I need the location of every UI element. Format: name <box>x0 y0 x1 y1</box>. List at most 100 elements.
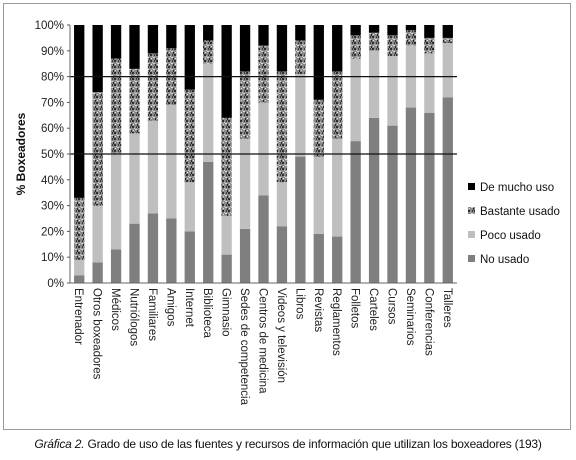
y-tick-label: 40% <box>41 175 64 187</box>
bar-segment-de-mucho-uso <box>74 25 85 198</box>
x-category-label: Revistas <box>312 288 324 332</box>
bar-segment-no-usado <box>442 97 453 284</box>
bar-segment-poco-usado <box>350 58 361 142</box>
y-tick-label: 10% <box>41 252 64 264</box>
bar-segment-de-mucho-uso <box>92 25 103 93</box>
y-tick-label: 30% <box>41 201 64 213</box>
y-tick-label: 90% <box>41 46 64 58</box>
bar-segment-poco-usado <box>258 102 269 196</box>
bar-segment-no-usado <box>166 218 177 283</box>
bar-segment-de-mucho-uso <box>405 25 417 31</box>
bar-segment-no-usado <box>276 226 288 283</box>
bar-segment-de-mucho-uso <box>166 25 177 49</box>
x-category-label: Conferencias <box>422 288 434 356</box>
bar-segment-poco-usado <box>295 74 306 157</box>
legend-swatch <box>468 231 475 238</box>
bar-segment-poco-usado <box>147 120 159 214</box>
bar-segment-no-usado <box>295 156 306 283</box>
bar-segment-no-usado <box>221 254 232 283</box>
legend-swatch <box>468 207 475 214</box>
x-category-label: Otros boxeadores <box>91 288 103 380</box>
bar-segment-bastante-usado <box>110 58 122 154</box>
bar-segment-bastante-usado <box>387 35 398 56</box>
bar-segment-bastante-usado <box>276 71 288 183</box>
bar-segment-poco-usado <box>276 182 288 227</box>
y-tick-label: 100% <box>35 20 64 32</box>
bar-segment-de-mucho-uso <box>295 25 306 41</box>
x-category-label: Cursos <box>386 288 398 325</box>
x-category-label: Folletos <box>349 288 361 329</box>
y-tick-label: 0% <box>47 278 64 290</box>
bar-segment-de-mucho-uso <box>221 25 232 118</box>
bar-segment-no-usado <box>184 231 195 283</box>
x-category-label: Amigos <box>164 288 176 327</box>
bar-segment-bastante-usado <box>258 45 269 103</box>
y-axis-title: % Boxeadores <box>14 112 28 195</box>
bar-segment-poco-usado <box>221 215 232 255</box>
bar-segment-bastante-usado <box>350 35 361 59</box>
bar-segment-bastante-usado <box>184 89 195 183</box>
bar-segment-no-usado <box>387 125 398 284</box>
bar-segment-no-usado <box>239 228 251 283</box>
bar-segment-bastante-usado <box>221 117 232 216</box>
bar-segment-poco-usado <box>203 63 214 162</box>
legend-label: No usado <box>480 254 529 266</box>
bar-segment-poco-usado <box>332 138 343 237</box>
bar-segment-no-usado <box>350 141 361 283</box>
bar-segment-no-usado <box>368 117 380 283</box>
bar-segment-bastante-usado <box>203 40 214 64</box>
bar-segment-bastante-usado <box>424 37 435 54</box>
bar-segment-de-mucho-uso <box>424 25 435 38</box>
figure-caption: Gráfica 2. Grado de uso de las fuentes y… <box>0 437 576 451</box>
bar-segment-no-usado <box>313 233 324 283</box>
bar-segment-no-usado <box>424 112 435 283</box>
bar-segment-poco-usado <box>239 138 251 229</box>
bar-segment-de-mucho-uso <box>239 25 251 72</box>
bar-segment-no-usado <box>258 195 269 283</box>
bar-segment-no-usado <box>92 262 103 283</box>
bar-segment-de-mucho-uso <box>129 25 140 69</box>
x-category-label: Internet <box>183 288 195 328</box>
bar-segment-poco-usado <box>313 156 324 234</box>
bar-segment-no-usado <box>405 107 417 283</box>
bar-segment-bastante-usado <box>147 53 159 121</box>
bar-segment-bastante-usado <box>295 40 306 75</box>
bar-segment-bastante-usado <box>92 92 103 206</box>
x-category-label: Libros <box>293 288 305 320</box>
caption-text: Grado de uso de las fuentes y recursos d… <box>84 437 542 451</box>
bar-segment-de-mucho-uso <box>147 25 159 54</box>
y-tick-label: 80% <box>41 72 64 84</box>
bar-segment-poco-usado <box>74 259 85 276</box>
x-category-label: Familiares <box>146 288 158 341</box>
x-category-label: Entrenador <box>72 288 84 345</box>
bar-segment-bastante-usado <box>129 68 140 134</box>
bar-segment-de-mucho-uso <box>387 25 398 36</box>
bar-segment-de-mucho-uso <box>203 25 214 41</box>
bar-segment-poco-usado <box>166 104 177 219</box>
bar-segment-de-mucho-uso <box>258 25 269 46</box>
bar-segment-bastante-usado <box>313 99 324 157</box>
y-tick-label: 70% <box>41 97 64 109</box>
bar-segment-bastante-usado <box>239 71 251 139</box>
bar-segment-de-mucho-uso <box>350 25 361 36</box>
legend-label: Poco usado <box>480 230 541 242</box>
bar-segment-de-mucho-uso <box>332 25 343 72</box>
x-category-label: Médicos <box>109 288 121 331</box>
x-category-label: Seminarios <box>404 288 416 346</box>
bar-segment-no-usado <box>332 236 343 283</box>
legend-label: De mucho uso <box>480 182 554 194</box>
bar-segment-no-usado <box>203 161 214 283</box>
stacked-bar-chart: % Boxeadores 0% 10% 20% 30% 40% 50% 60% 70% 80% 9… <box>14 20 560 406</box>
bar-segment-de-mucho-uso <box>313 25 324 100</box>
x-category-label: Gimnasio <box>220 288 232 337</box>
legend-label: Bastante usado <box>480 206 560 218</box>
caption-label: Gráfica 2. <box>34 437 85 451</box>
x-category-label: Centros de medicina <box>257 288 269 394</box>
bar-segment-de-mucho-uso <box>276 25 288 72</box>
bar-segment-bastante-usado <box>442 37 453 44</box>
legend-swatch <box>468 255 475 262</box>
bar-segment-poco-usado <box>424 53 435 113</box>
legend-swatch <box>468 183 475 190</box>
bar-segment-no-usado <box>110 249 122 283</box>
bar-segment-poco-usado <box>110 154 122 250</box>
